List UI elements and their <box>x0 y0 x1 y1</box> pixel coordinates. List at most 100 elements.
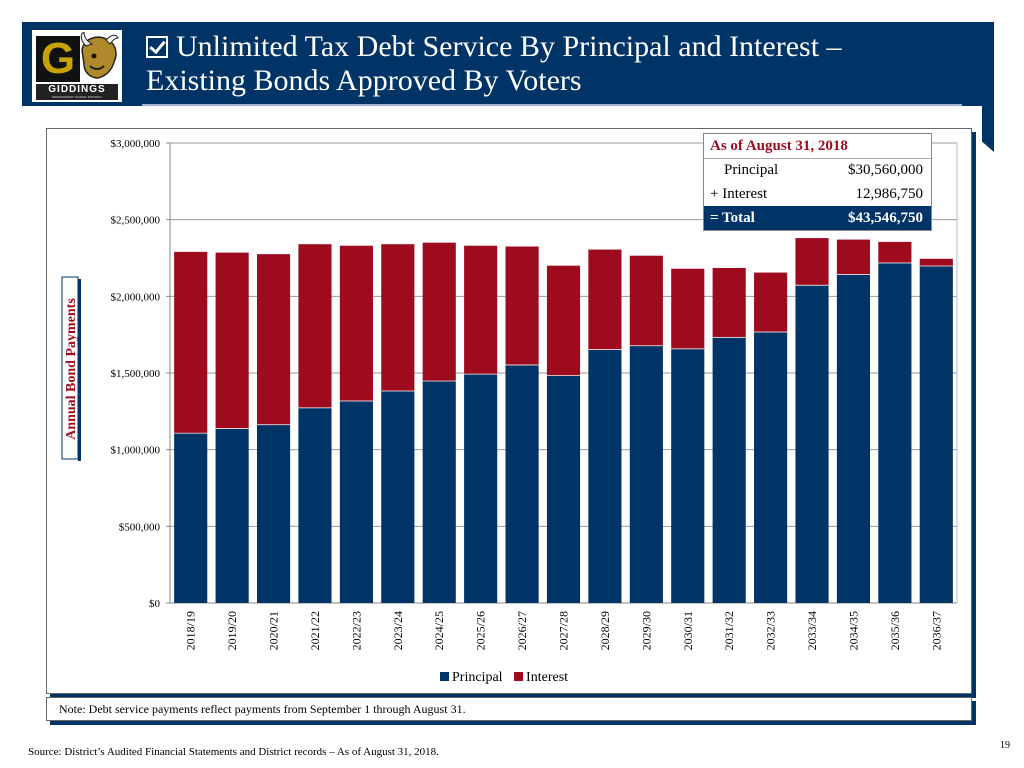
bar-interest-2030-31 <box>671 268 705 349</box>
logo-subtitle: INDEPENDENT SCHOOL DISTRICT <box>52 95 102 99</box>
x-tick-label: 2029/30 <box>639 611 653 650</box>
bar-principal-2035-36 <box>878 262 912 603</box>
legend-item-principal: Principal <box>440 670 503 685</box>
interest-label: + Interest <box>710 186 768 202</box>
x-tick-label: 2028/29 <box>598 611 612 650</box>
source-note: Source: District’s Audited Financial Sta… <box>28 746 439 758</box>
y-tick-label: $500,000 <box>119 521 161 533</box>
x-tick-label: 2032/33 <box>764 611 778 650</box>
logo-letter: G <box>36 36 80 82</box>
summary-heading: As of August 31, 2018 <box>704 134 931 159</box>
logo-wordmark: GIDDINGS INDEPENDENT SCHOOL DISTRICT <box>36 84 118 100</box>
bar-interest-2027-28 <box>546 265 581 376</box>
bar-principal-2033-34 <box>795 284 829 603</box>
legend-swatch-interest <box>514 672 524 681</box>
bar-interest-2026-27 <box>505 246 539 365</box>
bar-principal-2031-32 <box>712 336 746 603</box>
y-tick-label: $2,500,000 <box>111 215 161 227</box>
x-tick-label: 2024/25 <box>432 611 446 650</box>
bar-interest-2032-33 <box>754 272 788 332</box>
bar-principal-2027-28 <box>546 375 581 603</box>
x-tick-label: 2021/22 <box>308 611 322 650</box>
principal-value: $30,560,000 <box>848 162 923 178</box>
bar-principal-2024-25 <box>422 380 456 603</box>
bar-interest-2020-21 <box>256 254 291 425</box>
logo-name: GIDDINGS <box>48 84 106 95</box>
bar-principal-2034-35 <box>836 274 871 603</box>
bar-principal-2030-31 <box>671 348 705 603</box>
x-tick-label: 2036/37 <box>929 611 943 650</box>
y-tick-label: $3,000,000 <box>111 138 161 150</box>
checkbox-checked-icon <box>146 36 168 58</box>
x-tick-label: 2035/36 <box>888 611 902 650</box>
x-tick-label: 2031/32 <box>722 611 736 650</box>
bar-interest-2019-20 <box>215 252 249 429</box>
x-tick-label: 2026/27 <box>515 611 529 650</box>
bison-icon <box>80 32 119 79</box>
principal-label: Principal <box>724 162 779 178</box>
x-tick-label: 2027/28 <box>557 611 571 650</box>
x-tick-label: 2022/23 <box>349 611 363 650</box>
bar-interest-2025-26 <box>464 245 498 374</box>
bar-principal-2036-37 <box>919 265 953 603</box>
y-tick-label: $2,000,000 <box>111 291 161 303</box>
total-value: $43,546,750 <box>848 210 923 226</box>
bar-principal-2019-20 <box>215 428 249 603</box>
x-tick-label: 2033/34 <box>805 611 819 650</box>
bar-principal-2029-30 <box>629 345 663 603</box>
summary-interest-row: + Interest 12,986,750 <box>704 182 931 206</box>
bar-interest-2034-35 <box>836 239 871 275</box>
bar-principal-2021-22 <box>298 407 332 603</box>
bar-interest-2035-36 <box>878 241 912 263</box>
summary-total-row: = Total $43,546,750 <box>704 206 931 230</box>
bar-principal-2032-33 <box>754 331 788 603</box>
x-tick-label: 2018/19 <box>184 611 198 650</box>
page-title: Unlimited Tax Debt Service By Principal … <box>146 30 966 98</box>
bar-interest-2024-25 <box>422 242 456 381</box>
legend-item-interest: Interest <box>514 670 568 685</box>
bar-interest-2029-30 <box>629 255 663 346</box>
bar-interest-2018-19 <box>174 251 208 433</box>
bar-principal-2018-19 <box>174 432 208 603</box>
header-accent <box>982 22 994 152</box>
bar-principal-2020-21 <box>256 424 291 603</box>
header-bar: G GIDDINGS INDEPENDENT SCHOOL DISTRICT U… <box>22 22 988 106</box>
bar-interest-2021-22 <box>298 244 332 408</box>
chart-legend: Principal Interest <box>440 670 576 686</box>
bar-interest-2031-32 <box>712 267 746 337</box>
total-label: = Total <box>710 210 755 226</box>
bar-principal-2025-26 <box>464 373 498 603</box>
x-tick-label: 2034/35 <box>846 611 860 650</box>
legend-label-interest: Interest <box>526 670 569 685</box>
bar-interest-2033-34 <box>795 238 829 285</box>
legend-swatch-principal <box>440 672 449 681</box>
x-tick-label: 2025/26 <box>474 611 488 650</box>
legend-label-principal: Principal <box>452 670 503 685</box>
title-underline <box>142 104 962 106</box>
bar-interest-2023-24 <box>381 244 415 391</box>
bar-principal-2022-23 <box>339 400 373 603</box>
page-number: 19 <box>1000 740 1010 751</box>
footnote: Note: Debt service payments reflect paym… <box>46 697 972 721</box>
bar-principal-2026-27 <box>505 364 539 603</box>
x-tick-label: 2030/31 <box>681 611 695 650</box>
y-tick-label: $0 <box>149 598 161 610</box>
bar-interest-2022-23 <box>339 245 373 401</box>
y-axis-title-shadow <box>78 279 81 461</box>
y-axis-title: Annual Bond Payments <box>64 298 79 440</box>
title-line-2: Existing Bonds Approved By Voters <box>146 64 582 97</box>
bar-interest-2028-29 <box>588 249 622 350</box>
title-line-1: Unlimited Tax Debt Service By Principal … <box>176 30 842 63</box>
summary-principal-row: Principal $30,560,000 <box>704 158 931 182</box>
y-tick-label: $1,500,000 <box>111 368 161 380</box>
bar-interest-2036-37 <box>919 258 953 266</box>
bar-principal-2028-29 <box>588 349 622 603</box>
summary-table: As of August 31, 2018 Principal $30,560,… <box>703 133 932 231</box>
x-tick-label: 2019/20 <box>225 611 239 650</box>
giddings-logo: G GIDDINGS INDEPENDENT SCHOOL DISTRICT <box>32 30 122 102</box>
y-tick-label: $1,000,000 <box>111 445 161 457</box>
interest-value: 12,986,750 <box>855 186 924 202</box>
bar-principal-2023-24 <box>381 390 415 603</box>
x-tick-label: 2020/21 <box>267 611 281 650</box>
